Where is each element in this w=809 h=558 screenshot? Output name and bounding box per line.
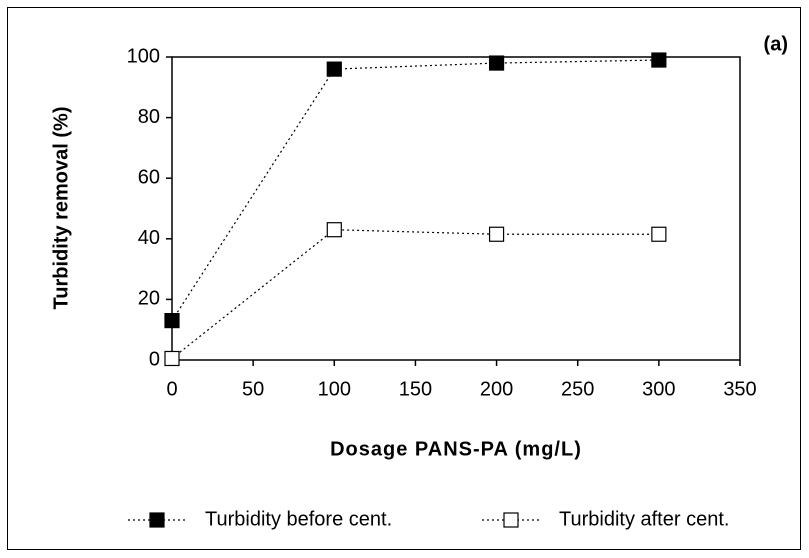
y-tick-label: 100 [127,45,160,67]
marker [326,61,342,77]
y-tick-label: 20 [138,288,160,310]
plot-area [171,56,741,361]
legend-label: Turbidity after cent. [559,508,729,530]
marker [488,55,505,71]
series-line [171,59,659,321]
marker [326,222,342,238]
chart-border [7,7,801,550]
marker [651,52,667,68]
marker [164,350,180,367]
y-tick-label: 0 [149,348,160,370]
series-line [171,229,659,359]
annotation: (a) [764,33,788,55]
marker [164,313,180,329]
legend-marker [503,512,519,528]
marker [488,226,505,242]
x-tick-label: 150 [399,378,432,400]
x-axis-label: Dosage PANS-PA (mg/L) [330,438,582,460]
legend-marker [149,512,165,528]
x-tick-label: 250 [561,378,594,400]
y-axis-label: Turbidity removal (%) [50,107,72,310]
x-tick-label: 200 [480,378,513,400]
x-tick-label: 350 [723,378,756,400]
x-tick-label: 0 [166,378,177,400]
legend-label: Turbidity before cent. [205,508,392,530]
x-tick-label: 50 [242,378,264,400]
x-tick-label: 300 [642,378,675,400]
x-tick-label: 100 [318,378,351,400]
y-tick-label: 80 [138,106,160,128]
y-tick-label: 40 [138,227,160,249]
y-tick-label: 60 [138,166,160,188]
marker [651,226,667,242]
